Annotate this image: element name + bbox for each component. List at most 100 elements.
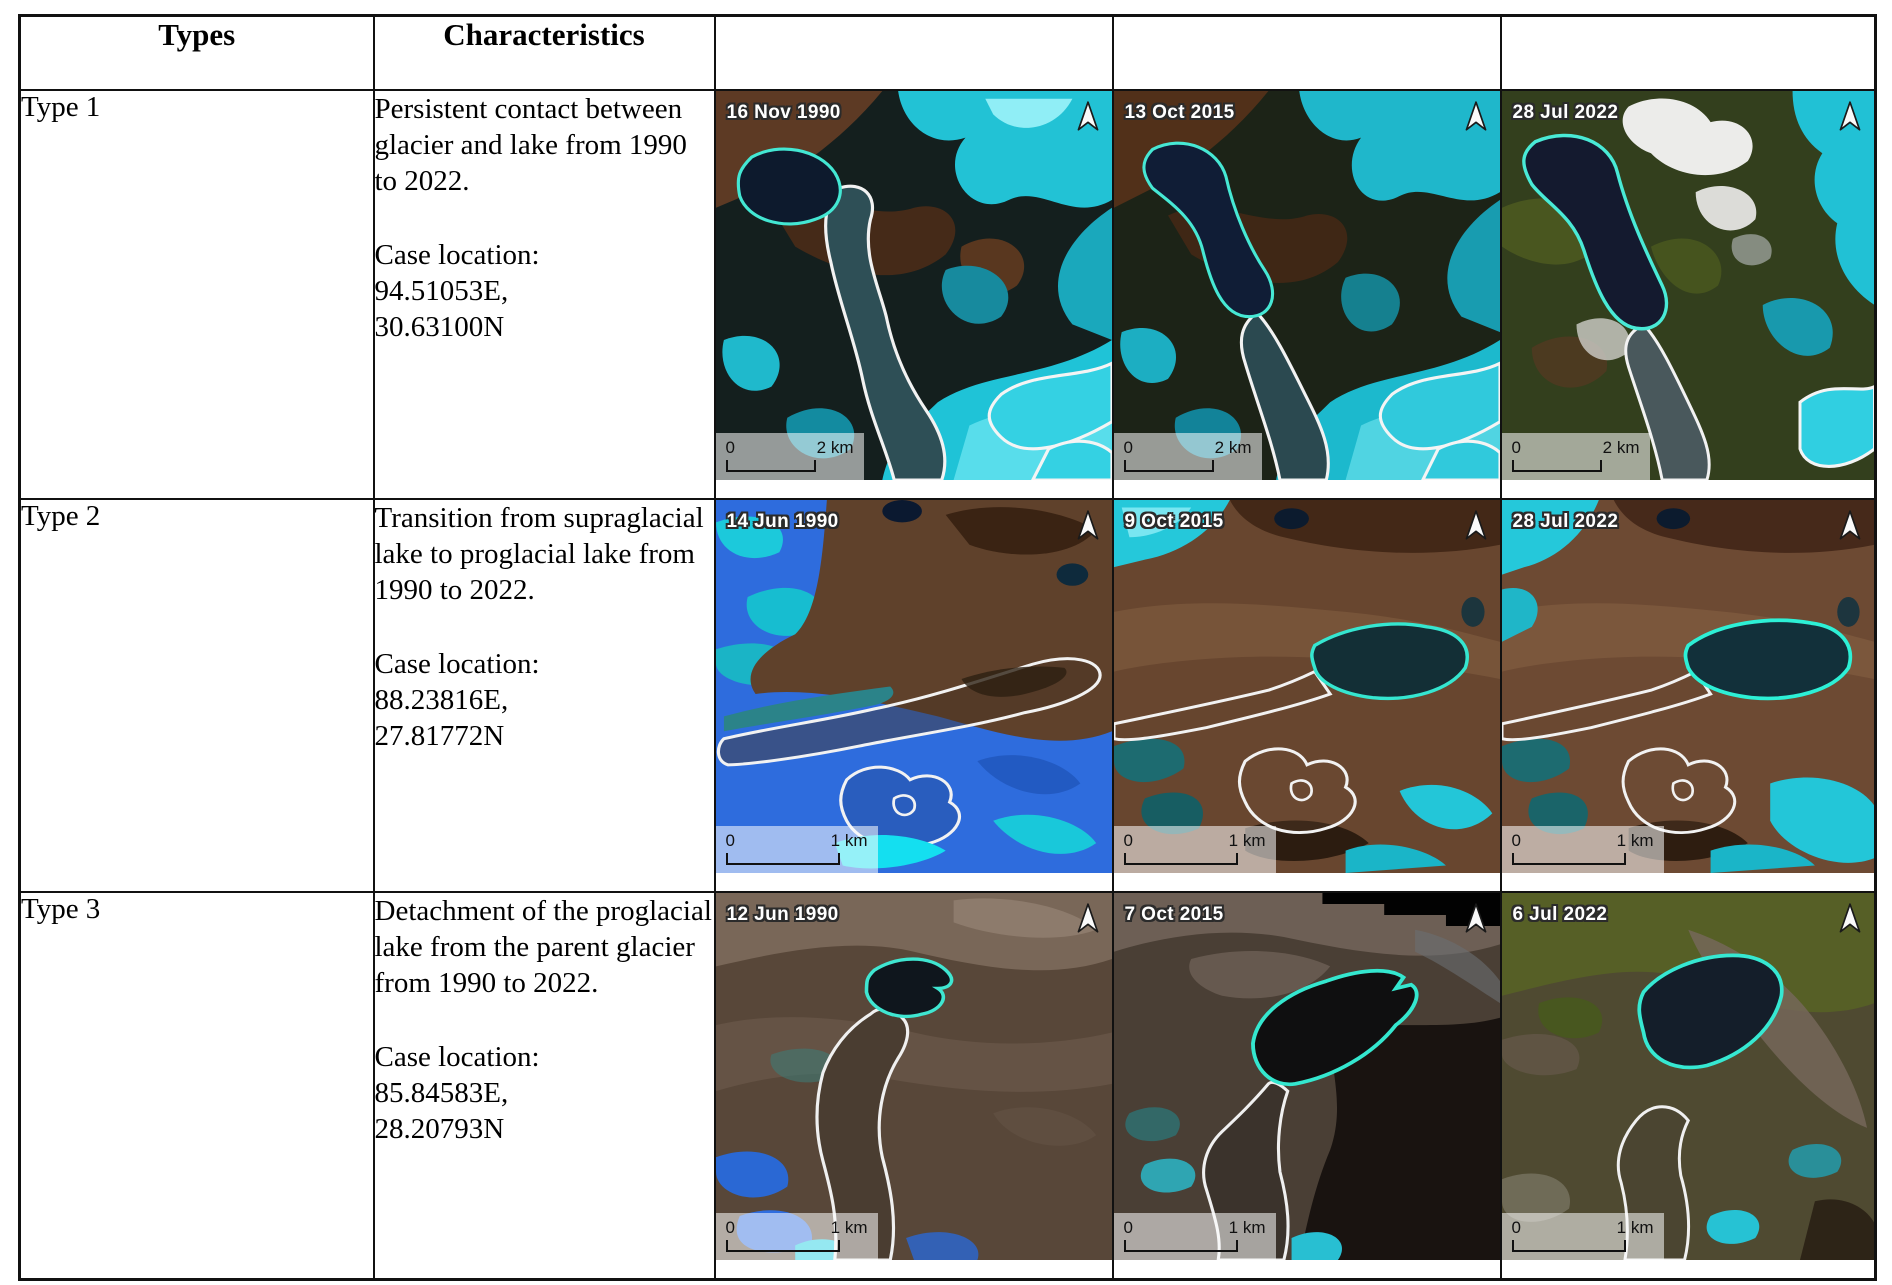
characteristics-cell: Detachment of the proglacial lake from t… bbox=[372, 890, 716, 1281]
scale-zero-label: 0 bbox=[1123, 1217, 1133, 1237]
satellite-imagery bbox=[1113, 499, 1500, 873]
scale-bar: 0 1 km bbox=[715, 1212, 878, 1260]
satellite-image: 7 Oct 2015 0 1 km bbox=[1113, 892, 1500, 1260]
scale-distance-label: 1 km bbox=[830, 1217, 868, 1237]
satellite-image: 6 Jul 2022 0 1 km bbox=[1501, 892, 1874, 1260]
type-label: Type 3 bbox=[21, 892, 101, 925]
north-arrow-icon bbox=[1837, 100, 1863, 134]
glacier-outline bbox=[1239, 310, 1330, 480]
satellite-image: 12 Jun 1990 0 1 km bbox=[715, 892, 1112, 1260]
scale-bar: 0 1 km bbox=[715, 825, 878, 873]
image-cell: 14 Jun 1990 0 1 km bbox=[713, 497, 1114, 893]
satellite-image: 13 Oct 2015 0 2 km bbox=[1113, 90, 1500, 480]
north-arrow-icon bbox=[1075, 902, 1101, 936]
case-location-block: Case location: 94.51053E, 30.63100N bbox=[375, 237, 714, 345]
scale-bracket bbox=[725, 1239, 840, 1252]
scale-bracket bbox=[725, 852, 840, 865]
image-date-label: 13 Oct 2015 bbox=[1124, 101, 1235, 123]
type-label-cell: Type 2 bbox=[18, 497, 375, 893]
table-row-type-1: Type 1 Persistent contact between glacie… bbox=[18, 88, 1877, 500]
characteristics-text: Persistent contact between glacier and l… bbox=[374, 92, 687, 197]
column-header-image-2015 bbox=[1111, 14, 1502, 91]
table-row-type-3: Type 3 Detachment of the proglacial lake… bbox=[18, 890, 1877, 1281]
satellite-image: 9 Oct 2015 0 1 km bbox=[1113, 499, 1500, 873]
scale-bar: 0 1 km bbox=[1113, 825, 1276, 873]
scale-bar: 0 1 km bbox=[1501, 1212, 1664, 1260]
type-label-cell: Type 1 bbox=[18, 88, 375, 500]
lake-outline bbox=[1309, 621, 1469, 700]
scale-bracket bbox=[725, 459, 816, 472]
scale-bar: 0 1 km bbox=[1113, 1212, 1276, 1260]
scale-zero-label: 0 bbox=[725, 437, 735, 457]
case-location-lat: 27.81772N bbox=[374, 719, 505, 752]
satellite-image: 14 Jun 1990 0 1 km bbox=[715, 499, 1112, 873]
type-label: Type 2 bbox=[21, 499, 101, 532]
image-cell: 28 Jul 2022 0 1 km bbox=[1499, 497, 1877, 893]
lake-outline bbox=[1250, 968, 1418, 1086]
case-location-label: Case location: bbox=[374, 238, 540, 271]
satellite-imagery bbox=[1501, 499, 1874, 873]
glacier-outline bbox=[987, 361, 1112, 450]
scale-distance-label: 2 km bbox=[1602, 437, 1640, 457]
case-location-lon: 88.23816E, bbox=[374, 683, 509, 716]
north-arrow-icon bbox=[1463, 100, 1489, 134]
case-location-lat: 30.63100N bbox=[374, 310, 505, 343]
glacier-outline bbox=[1501, 669, 1713, 741]
image-cell: 6 Jul 2022 0 1 km bbox=[1499, 890, 1877, 1281]
scale-bar: 0 2 km bbox=[715, 432, 864, 480]
header-row: Types Characteristics bbox=[18, 14, 1877, 91]
image-date-label: 7 Oct 2015 bbox=[1124, 903, 1224, 925]
glacier-lake-types-table: Types Characteristics Type 1 Persistent … bbox=[18, 14, 1877, 1281]
column-header-image-1990 bbox=[713, 14, 1114, 91]
image-cell: 16 Nov 1990 0 2 km bbox=[713, 88, 1114, 500]
case-location-block: Case location: 88.23816E, 27.81772N bbox=[375, 646, 714, 754]
north-arrow-icon bbox=[1463, 509, 1489, 543]
image-cell: 12 Jun 1990 0 1 km bbox=[713, 890, 1114, 1281]
scale-zero-label: 0 bbox=[725, 830, 735, 850]
scale-bar: 0 2 km bbox=[1113, 432, 1262, 480]
scale-distance-label: 1 km bbox=[830, 830, 868, 850]
scale-bracket bbox=[1123, 1239, 1238, 1252]
scale-bracket bbox=[1511, 1239, 1626, 1252]
scale-distance-label: 2 km bbox=[1214, 437, 1252, 457]
image-date-label: 14 Jun 1990 bbox=[726, 510, 839, 532]
north-arrow-icon bbox=[1075, 100, 1101, 134]
image-date-label: 6 Jul 2022 bbox=[1512, 903, 1608, 925]
case-location-lon: 94.51053E, bbox=[374, 274, 509, 307]
satellite-imagery bbox=[1113, 892, 1500, 1260]
table-row-type-2: Type 2 Transition from supraglacial lake… bbox=[18, 497, 1877, 893]
case-location-block: Case location: 85.84583E, 28.20793N bbox=[375, 1039, 714, 1147]
image-cell: 28 Jul 2022 0 2 km bbox=[1499, 88, 1877, 500]
column-header-image-2022 bbox=[1499, 14, 1877, 91]
satellite-imagery bbox=[1113, 90, 1500, 480]
satellite-imagery bbox=[1501, 90, 1874, 480]
image-cell: 7 Oct 2015 0 1 km bbox=[1111, 890, 1502, 1281]
scale-distance-label: 1 km bbox=[1228, 1217, 1266, 1237]
image-cell: 13 Oct 2015 0 2 km bbox=[1111, 88, 1502, 500]
scale-bracket bbox=[1511, 459, 1602, 472]
satellite-imagery bbox=[715, 892, 1112, 1260]
scale-zero-label: 0 bbox=[1511, 1217, 1521, 1237]
scale-zero-label: 0 bbox=[1123, 830, 1133, 850]
characteristics-cell: Transition from supraglacial lake to pro… bbox=[372, 497, 716, 893]
glacier-outline bbox=[1623, 322, 1711, 480]
glacier-outline bbox=[1237, 746, 1357, 834]
lake-outline bbox=[864, 957, 953, 1018]
lake-outline bbox=[1636, 953, 1784, 1069]
image-date-label: 16 Nov 1990 bbox=[726, 101, 841, 123]
characteristics-text: Detachment of the proglacial lake from t… bbox=[374, 894, 712, 999]
characteristics-text: Transition from supraglacial lake to pro… bbox=[374, 501, 704, 606]
scale-bracket bbox=[1123, 852, 1238, 865]
scale-distance-label: 1 km bbox=[1616, 1217, 1654, 1237]
column-header-types: Types bbox=[18, 14, 375, 91]
lake-outline bbox=[1141, 141, 1274, 318]
lake-outline bbox=[1683, 617, 1852, 700]
north-arrow-icon bbox=[1837, 509, 1863, 543]
image-cell: 9 Oct 2015 0 1 km bbox=[1111, 497, 1502, 893]
lake-outline bbox=[1521, 133, 1668, 330]
scale-bracket bbox=[1511, 852, 1626, 865]
image-date-label: 12 Jun 1990 bbox=[726, 903, 839, 925]
image-date-label: 28 Jul 2022 bbox=[1512, 510, 1619, 532]
type-label-cell: Type 3 bbox=[18, 890, 375, 1281]
scale-zero-label: 0 bbox=[1123, 437, 1133, 457]
